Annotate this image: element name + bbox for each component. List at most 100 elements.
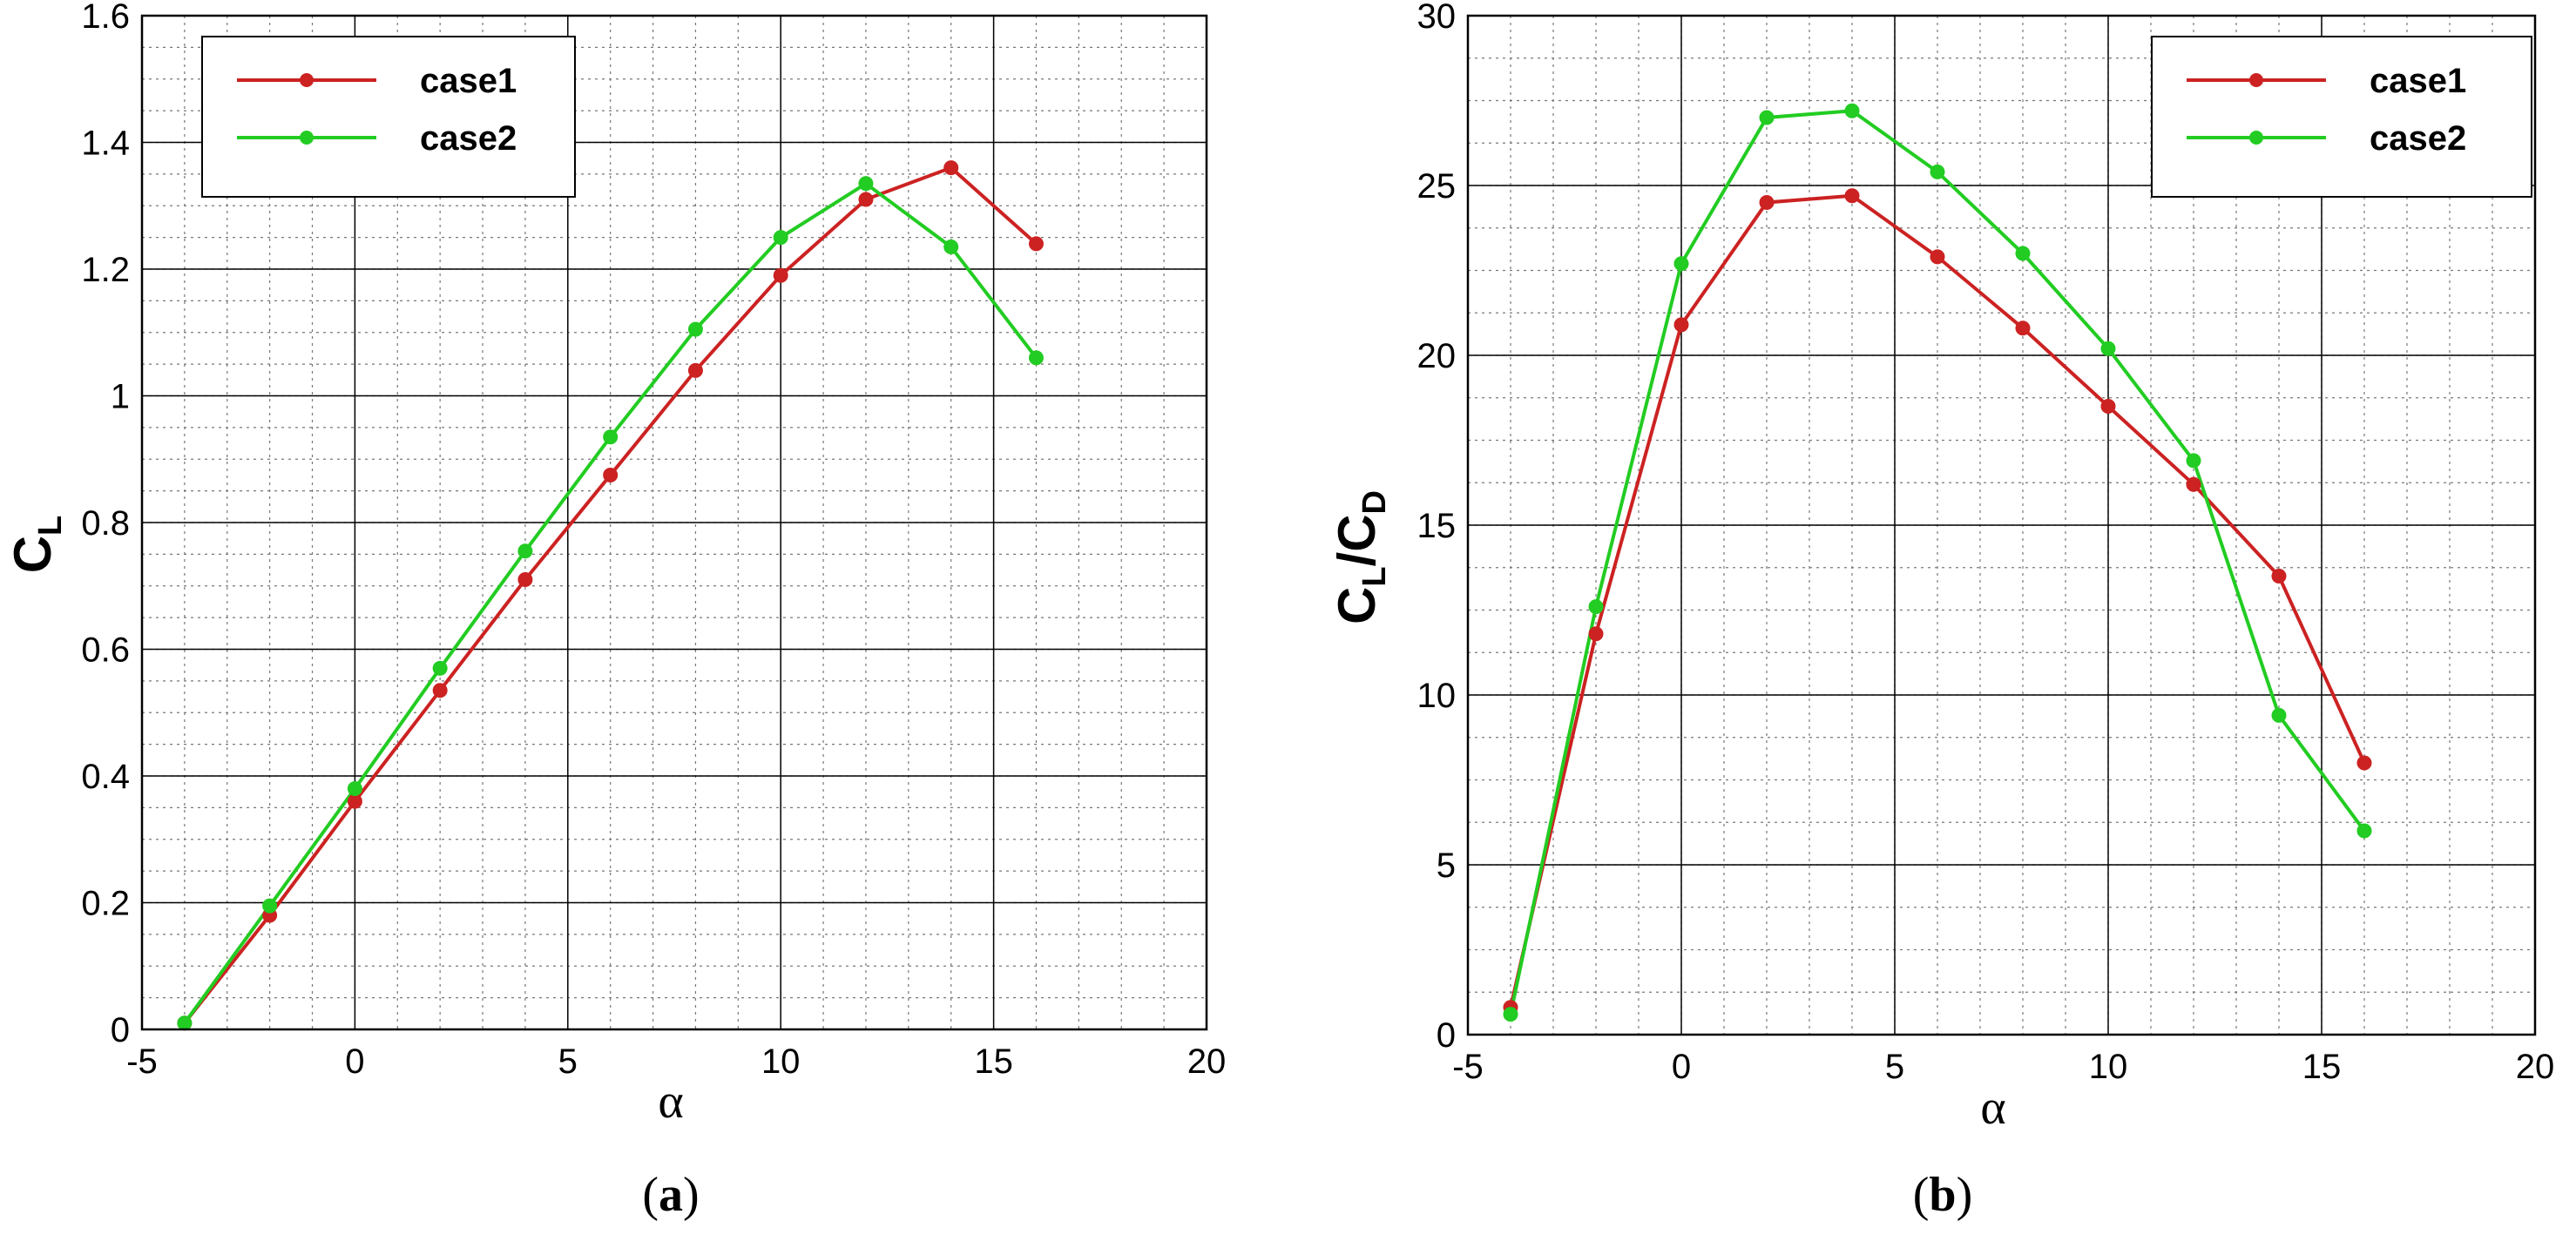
- data-point-case2: [2271, 707, 2287, 723]
- data-point-case2: [1588, 599, 1604, 615]
- legend-label-case2: case2: [2370, 119, 2466, 158]
- data-point-case2: [1503, 1007, 1518, 1022]
- panel-label-a: (a): [642, 1168, 699, 1222]
- x-tick-label: 10: [2089, 1048, 2128, 1086]
- legend-label-case2: case2: [420, 119, 517, 158]
- data-point-case1: [2100, 399, 2116, 414]
- legend-box: [2151, 36, 2532, 198]
- panel-label-b: (b): [1913, 1168, 1972, 1222]
- legend-label-case1: case1: [420, 62, 517, 100]
- y-tick-label: 0: [111, 1011, 130, 1049]
- data-point-case2: [432, 660, 448, 676]
- legend-label-case1: case1: [2370, 62, 2466, 100]
- data-point-case2: [2100, 341, 2116, 356]
- data-point-case1: [943, 160, 959, 176]
- data-point-case1: [858, 192, 874, 207]
- y-tick-label: 15: [1417, 507, 1457, 545]
- y-tick-label: 0.6: [81, 631, 130, 670]
- x-tick-label: 20: [2516, 1048, 2555, 1086]
- legend-marker-case1: [2249, 73, 2263, 87]
- x-tick-label: 0: [345, 1042, 364, 1081]
- x-tick-label: -5: [1452, 1048, 1484, 1086]
- y-tick-label: 5: [1437, 847, 1456, 885]
- data-point-case2: [603, 429, 619, 445]
- plot-frame: [1466, 14, 2537, 1036]
- data-point-case2: [1673, 256, 1689, 272]
- major-grid: [1468, 16, 2535, 1035]
- data-point-case2: [177, 1015, 193, 1031]
- data-point-case1: [603, 467, 619, 482]
- x-tick-label: 20: [1187, 1042, 1227, 1081]
- data-point-case1: [2271, 569, 2287, 584]
- y-tick-label: 1: [111, 378, 130, 416]
- x-tick-label: 10: [761, 1042, 801, 1081]
- y-axis-title: CL/CD: [1328, 490, 1393, 624]
- y-tick-labels: 0 5 10 15 20 25 30: [1417, 0, 1457, 1055]
- data-point-case2: [2015, 246, 2031, 261]
- x-tick-label: -5: [126, 1042, 158, 1081]
- legend-marker-case2: [2249, 131, 2263, 145]
- y-axis-title-subscript: L: [32, 516, 69, 536]
- data-point-case1: [2015, 320, 2031, 336]
- y-tick-labels: 0 0.2 0.4 0.6 0.8 1 1.2 1.4 1.6: [81, 0, 130, 1049]
- x-tick-label: 5: [558, 1042, 578, 1081]
- data-point-case2: [262, 898, 278, 914]
- data-point-case1: [1588, 626, 1604, 642]
- data-point-case2: [2186, 453, 2201, 469]
- legend: case1 case2: [201, 36, 576, 198]
- data-point-case1: [1844, 188, 1860, 204]
- panel-label-a-letter: a: [659, 1168, 683, 1222]
- chart-panel-a: -5 0 5 10 15 20 00.20.40.60.811.21.41.6 α CL …: [3, 0, 1226, 1222]
- data-point-case2: [858, 176, 874, 192]
- series-markers: [177, 160, 1044, 1031]
- y-axis-title-subscript: L: [1356, 566, 1393, 586]
- data-point-case1: [773, 267, 788, 283]
- x-tick-label: 15: [974, 1042, 1013, 1081]
- y-tick-label: 1.2: [81, 251, 130, 289]
- data-point-case1: [517, 571, 533, 587]
- data-point-case1: [432, 683, 448, 698]
- x-tick-labels: -5 0 5 10 15 20: [126, 1042, 1226, 1081]
- x-axis-title: α: [1980, 1081, 2005, 1135]
- data-point-case1: [1673, 317, 1689, 333]
- data-point-case2: [2356, 823, 2372, 839]
- legend-marker-case1: [300, 73, 314, 87]
- panel-label-b-letter: b: [1929, 1168, 1956, 1222]
- svg-text:CL/CD: CL/CD: [1328, 490, 1393, 624]
- y-tick-label: 1.4: [81, 125, 130, 163]
- legend: case1 case2: [2151, 36, 2532, 198]
- data-point-case2: [1844, 103, 1860, 118]
- y-axis-title-main: C: [3, 536, 62, 573]
- data-point-case1: [347, 793, 362, 809]
- y-tick-label: 0.2: [81, 885, 130, 923]
- y-tick-label: 0.4: [81, 758, 130, 796]
- data-point-case2: [1759, 110, 1775, 125]
- y-axis-title-subscript-2: D: [1356, 490, 1393, 514]
- svg-text:CL: CL: [3, 516, 69, 574]
- y-tick-label: 10: [1417, 677, 1457, 715]
- y-tick-label: 20: [1417, 337, 1457, 375]
- data-point-case1: [1028, 236, 1044, 252]
- data-point-case2: [347, 781, 362, 797]
- x-tick-label: 15: [2302, 1048, 2342, 1086]
- y-axis-title: CL: [3, 516, 69, 574]
- data-point-case2: [943, 239, 959, 255]
- x-tick-label: 0: [1672, 1048, 1691, 1086]
- y-axis-title-main: C: [1328, 587, 1386, 624]
- data-point-case2: [687, 321, 703, 337]
- y-tick-label: 25: [1417, 167, 1457, 206]
- data-point-case1: [2186, 476, 2201, 492]
- legend-box: [201, 36, 576, 198]
- legend-marker-case2: [300, 131, 314, 145]
- y-tick-label: 1.6: [81, 0, 130, 36]
- data-point-case1: [1930, 249, 1945, 265]
- x-tick-labels: -5 0 5 10 15 20: [1452, 1048, 2554, 1086]
- data-point-case2: [1028, 350, 1044, 366]
- data-point-case1: [1759, 195, 1775, 210]
- data-point-case2: [773, 230, 788, 246]
- data-point-case2: [1930, 164, 1945, 179]
- data-point-case1: [2356, 755, 2372, 771]
